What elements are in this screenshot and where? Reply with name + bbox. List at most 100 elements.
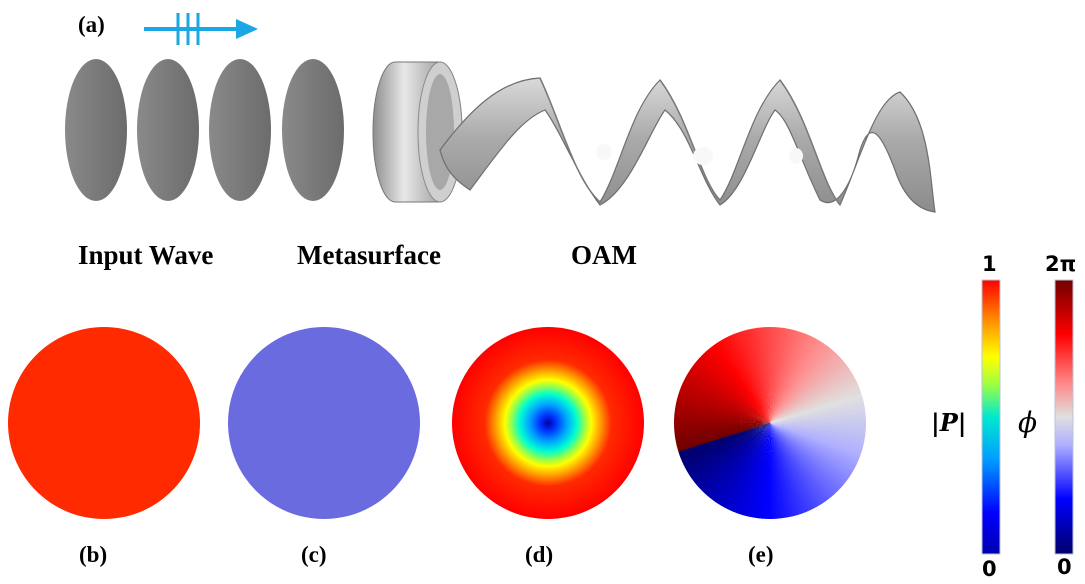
phase-wedge <box>729 329 770 423</box>
phase-wedge <box>770 423 801 519</box>
phase-wedge <box>698 350 770 423</box>
panel-b-disc <box>8 327 200 519</box>
phase-wedge <box>674 423 770 451</box>
phase-wedge <box>770 419 866 425</box>
phase-wedge <box>770 336 824 423</box>
phase-wedge <box>770 423 787 519</box>
phase-wedge <box>770 423 834 503</box>
phase-wedge <box>770 423 862 468</box>
phase-wedge <box>770 423 845 494</box>
panel-a-label: (a) <box>78 12 105 37</box>
phase-wedge <box>732 328 770 423</box>
phase-wedge <box>695 352 770 423</box>
phase-wedge <box>770 333 818 423</box>
phase-wedge <box>770 402 866 423</box>
phase-wedge <box>770 423 853 483</box>
phase-wedge <box>770 423 820 512</box>
phase-wedge <box>717 335 770 423</box>
phase-wedge <box>686 423 770 482</box>
phase-wedge <box>746 327 770 423</box>
phase-wedge <box>770 423 840 499</box>
phase-wedge <box>770 353 846 423</box>
phase-wedge <box>770 342 833 423</box>
phase-wedge <box>770 346 838 423</box>
phase-wedge <box>770 376 861 423</box>
oam-helix <box>439 77 936 213</box>
phase-wedge <box>736 327 770 423</box>
panel-e-disc <box>674 327 866 519</box>
phase-wedge <box>770 331 815 423</box>
phase-wedge <box>681 372 770 423</box>
phase-wedge <box>688 423 770 485</box>
phase-wedge <box>678 423 770 467</box>
phase-wedge <box>706 343 770 423</box>
phase-wedge <box>689 360 770 423</box>
panel-b-label: (b) <box>79 542 108 567</box>
phase-wedge <box>692 423 770 490</box>
phase-wedge <box>770 392 866 423</box>
phase-wedge <box>699 423 770 498</box>
amplitude-min-label: 0 <box>982 557 997 581</box>
phase-wedge <box>770 423 784 519</box>
phase-wedge <box>674 421 770 427</box>
phase-colorbar <box>1054 279 1074 555</box>
phase-wedge <box>719 423 770 512</box>
input-wave-caption: Input Wave <box>78 240 214 270</box>
phase-wedge <box>674 423 770 437</box>
phase-wedge <box>770 423 860 471</box>
phase-wedge <box>770 370 858 423</box>
phase-wedge <box>694 423 770 493</box>
metasurface-disc <box>372 61 463 203</box>
phase-wedge <box>679 423 770 470</box>
phase-wedge <box>770 423 808 518</box>
phase-wedge <box>739 327 770 423</box>
phase-wedge <box>726 331 770 423</box>
phase-wedge <box>770 423 814 515</box>
metasurface-caption: Metasurface <box>297 240 441 270</box>
phase-wedge <box>676 423 770 464</box>
panel-c-label: (c) <box>301 542 327 567</box>
phase-wedge <box>707 423 770 504</box>
phase-wedge <box>766 327 772 423</box>
phase-wedge <box>770 423 823 511</box>
phase-wedge <box>770 423 794 519</box>
phase-wedge <box>690 423 770 487</box>
phase-wedge <box>710 423 770 506</box>
phase-wedge <box>770 423 855 480</box>
phase-wedge <box>770 423 842 496</box>
phase-wedge <box>770 423 798 519</box>
phase-wedge <box>742 327 770 423</box>
phase-wedge <box>770 423 829 507</box>
phase-wedge <box>770 423 781 519</box>
phase-wedge <box>770 416 866 423</box>
phase-wedge <box>770 379 862 423</box>
phase-wedge <box>770 406 866 423</box>
phase-wedge <box>770 423 849 489</box>
phase-wedge <box>693 355 770 423</box>
phase-wedge <box>685 366 770 423</box>
phase-wedge <box>674 423 770 434</box>
phase-wedge <box>683 369 770 423</box>
amplitude-symbol: |P| <box>931 408 967 437</box>
phase-wedge <box>768 423 774 519</box>
phase-wedge <box>680 375 770 423</box>
phase-wedge <box>674 423 770 457</box>
phase-wedge <box>675 423 770 461</box>
phase-wedge <box>681 423 770 473</box>
phase-wedge <box>674 423 770 447</box>
phase-wedge <box>763 327 770 423</box>
phase-wedge <box>674 423 770 444</box>
phase-wedge <box>704 423 770 502</box>
phase-wedge <box>770 423 804 519</box>
phase-wedge <box>759 327 770 423</box>
phase-wedge <box>770 409 866 423</box>
phase-wedge <box>770 373 859 423</box>
phase-min-label: 0 <box>1057 555 1072 579</box>
phase-wedge <box>770 423 851 486</box>
phase-wedge <box>770 412 866 423</box>
phase-wedge <box>674 423 770 440</box>
panel-e-label: (e) <box>748 542 774 567</box>
phase-wedge <box>770 423 857 477</box>
phase-wedge <box>770 351 843 423</box>
